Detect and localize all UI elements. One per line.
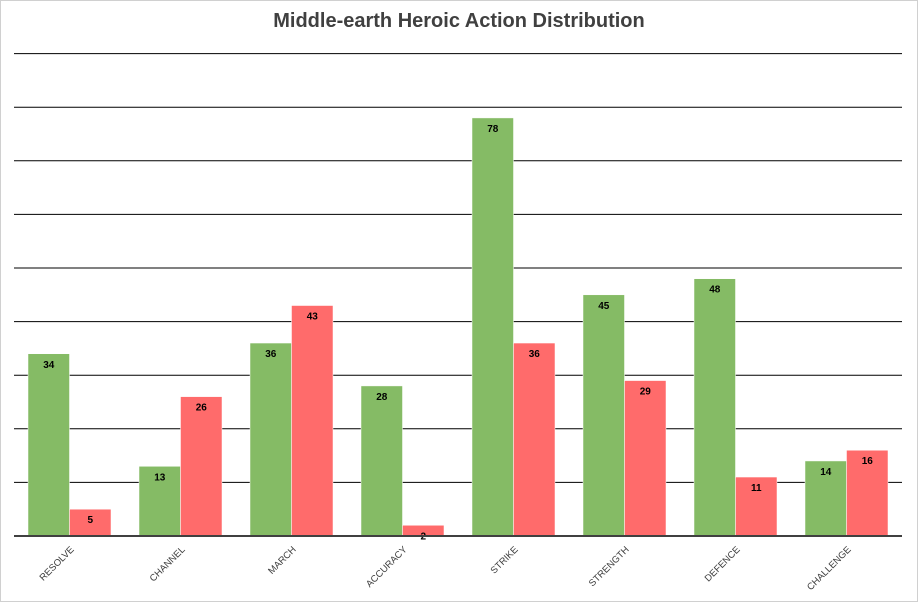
bar-challenge-series-2 [846, 449, 889, 537]
data-label: 78 [487, 124, 499, 135]
bar-channel-series-2 [180, 396, 223, 537]
chart-title: Middle-earth Heroic Action Distribution [273, 10, 645, 32]
x-tick-label: STRENGTH [587, 544, 632, 589]
x-tick-label: ACCURACY [364, 544, 410, 590]
bar-resolve-series-2 [69, 508, 112, 537]
data-label: 36 [529, 349, 541, 360]
bar-strength-series-2 [624, 380, 667, 537]
data-label: 13 [154, 472, 166, 483]
data-label: 26 [196, 403, 208, 414]
data-label: 29 [640, 387, 652, 398]
x-tick-label: RESOLVE [38, 544, 77, 583]
x-tick-label: CHALLENGE [805, 544, 853, 592]
data-label: 5 [87, 515, 93, 526]
data-label: 43 [307, 312, 319, 323]
x-tick-label: STRIKE [489, 544, 521, 576]
x-tick-label: MARCH [266, 544, 299, 577]
bar-resolve-series-1 [27, 353, 70, 537]
bar-march-series-1 [249, 342, 292, 537]
bar-strength-series-1 [582, 294, 625, 537]
bar-strike-series-1 [471, 117, 514, 537]
bar-accuracy-series-1 [360, 385, 403, 537]
bar-defence-series-1 [693, 278, 736, 537]
data-label: 14 [820, 467, 832, 478]
data-label: 48 [709, 285, 721, 296]
data-label: 11 [751, 483, 762, 494]
data-label: 16 [862, 456, 874, 467]
x-tick-label: CHANNEL [148, 544, 188, 584]
data-label: 34 [43, 360, 55, 371]
bar-strike-series-2 [513, 342, 556, 537]
bar-defence-series-2 [735, 476, 778, 537]
data-label: 36 [265, 349, 277, 360]
data-label: 28 [376, 392, 388, 403]
x-tick-label: DEFENCE [703, 544, 743, 584]
bar-challenge-series-1 [804, 460, 847, 537]
bar-march-series-2 [291, 305, 334, 537]
data-label: 45 [598, 301, 610, 312]
